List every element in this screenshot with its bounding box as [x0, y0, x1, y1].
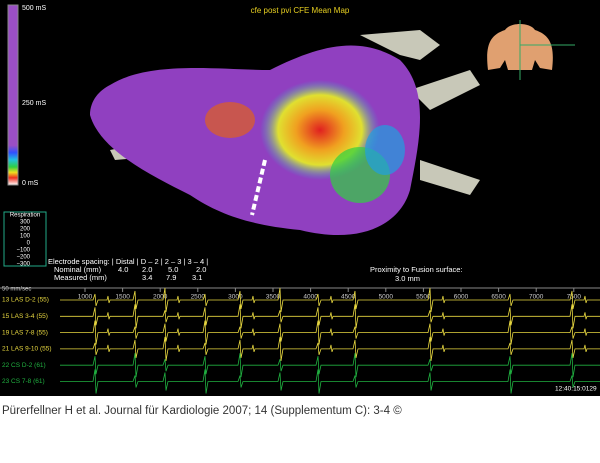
time-tick: 7000 [529, 294, 544, 301]
time-tick: 2500 [191, 294, 206, 301]
respiration-tick: −100 [16, 248, 30, 254]
activation-area [205, 102, 255, 138]
channel-label: 19 LAS 7-8 (55) [2, 329, 48, 336]
time-tick: 7500 [567, 294, 582, 301]
timestamp: 12:40:15:0129 [555, 386, 597, 393]
time-tick: 3500 [266, 294, 281, 301]
measured-cell: 3.1 [192, 273, 202, 282]
measured-cell: 7.9 [166, 273, 176, 282]
time-tick: 5000 [379, 294, 394, 301]
nominal-cell: 2.0 [196, 265, 206, 274]
scale-label: 500 mS [22, 5, 46, 12]
channel-label: 21 LAS 9-10 (55) [2, 346, 52, 353]
channel-label: 13 LAS D-2 (55) [2, 297, 49, 304]
proximity-value: 3.0 mm [395, 274, 420, 283]
ecg-trace [60, 369, 600, 394]
channel-label: 22 CS D-2 (61) [2, 362, 46, 369]
vein [360, 30, 440, 60]
ecg-trace [60, 336, 600, 361]
channel-label: 23 CS 7-8 (61) [2, 378, 45, 385]
time-tick: 5500 [416, 294, 431, 301]
catheter [250, 159, 267, 216]
time-tick: 2000 [153, 294, 168, 301]
color-bar [7, 4, 19, 186]
map-title: cfe post pvi CFE Mean Map [251, 6, 350, 15]
ecg-trace [60, 287, 600, 313]
time-tick: 3000 [228, 294, 243, 301]
time-tick: 1500 [115, 294, 130, 301]
ecg-trace [60, 304, 600, 329]
respiration-tick: −300 [16, 262, 30, 268]
respiration-tick: 0 [27, 241, 31, 247]
nominal-cell: 4.0 [118, 265, 128, 274]
nominal-cell: 2.0 [142, 265, 152, 274]
respiration-tick: 200 [20, 227, 31, 233]
nominal-cell: Nominal (mm) [54, 265, 102, 274]
activation-area [365, 125, 405, 175]
ecg-trace [60, 320, 600, 345]
respiration-box [3, 211, 47, 267]
vein [410, 70, 480, 110]
respiration-tick: 300 [20, 220, 31, 226]
respiration-tick: 100 [20, 234, 31, 240]
time-tick: 6500 [491, 294, 506, 301]
electrode-header: Electrode spacing: | Distal | D – 2 | 2 … [48, 257, 208, 266]
respiration-tick: −200 [16, 255, 30, 261]
measured-cell: 3.4 [142, 273, 152, 282]
time-speed: 50 mm/sec [2, 287, 31, 293]
time-tick: 6000 [454, 294, 469, 301]
caption: Pürerfellner H et al. Journal für Kardio… [2, 405, 402, 417]
time-tick: 4000 [303, 294, 318, 301]
time-tick: 1000 [78, 294, 93, 301]
time-tick: 4500 [341, 294, 356, 301]
respiration-label: Respiration [10, 213, 40, 219]
ecg-trace [60, 353, 600, 378]
vein [420, 160, 480, 195]
channel-label: 15 LAS 3-4 (55) [2, 313, 48, 320]
scale-label: 0 mS [22, 180, 39, 187]
scale-label: 250 mS [22, 100, 46, 107]
measured-cell: Measured (mm) [54, 273, 107, 282]
nominal-cell: 5.0 [168, 265, 178, 274]
proximity-label: Proximity to Fusion surface: [370, 265, 463, 274]
